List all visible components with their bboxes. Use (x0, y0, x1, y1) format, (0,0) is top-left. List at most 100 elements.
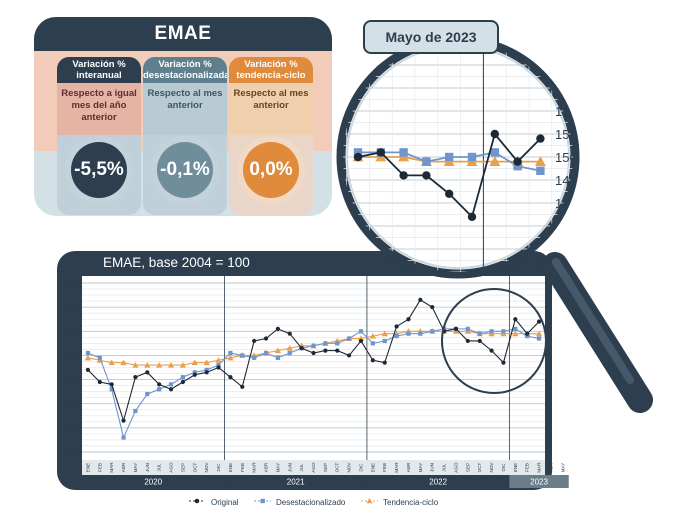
month-tick-label: DIC (358, 463, 363, 472)
chart-title: EMAE, base 2004 = 100 (103, 255, 250, 270)
year-label: 2021 (287, 478, 305, 487)
month-tick-label: JUN (430, 463, 435, 472)
data-point-desestacionalizado (406, 331, 411, 336)
data-point-original (311, 350, 316, 356)
data-point-desestacionalizado (489, 329, 494, 334)
indicator-description: Respecto al mes anterior (229, 83, 313, 135)
data-point-original (287, 331, 292, 336)
data-point-original (477, 338, 482, 344)
month-tick-label: DIC (216, 463, 221, 472)
month-tick-label: FEB (525, 463, 530, 472)
data-point-original (353, 152, 363, 162)
month-tick-label: MAR (252, 462, 257, 473)
month-tick-label: ENE (370, 463, 375, 472)
data-point-original (525, 331, 530, 336)
data-point-tendencia (132, 361, 139, 368)
data-point-tendencia (144, 361, 151, 368)
data-point-original (228, 375, 233, 380)
indicator-head: Variación % interanual (57, 57, 141, 83)
data-point-desestacionalizado (287, 350, 292, 356)
data-point-tendencia (464, 328, 471, 334)
year-bar (224, 475, 367, 488)
data-point-desestacionalizado (145, 391, 150, 397)
data-point-original (394, 324, 399, 329)
data-point-original (358, 338, 364, 344)
data-point-tendencia (286, 345, 293, 351)
data-point-original (240, 384, 245, 389)
month-tick-label: MAR (109, 462, 114, 473)
month-tick-label: OCT (335, 462, 340, 472)
data-point-original (97, 379, 102, 385)
data-point-tendencia (84, 354, 92, 361)
data-point-desestacionalizado (216, 362, 221, 368)
data-point-original (399, 171, 408, 180)
legend-original-marker (194, 498, 200, 504)
card-title: EMAE (34, 17, 332, 51)
month-tick-label: NOV (347, 462, 352, 473)
data-point-original (252, 338, 257, 344)
data-point-original (465, 338, 470, 344)
y-tick-label: 150 (66, 327, 80, 336)
month-tick-label: FEB (382, 463, 387, 472)
data-point-original (216, 365, 221, 370)
year-bar (509, 475, 569, 488)
data-point-tendencia (534, 156, 546, 166)
data-point-desestacionalizado (501, 329, 506, 334)
year-label: 2020 (144, 478, 162, 487)
legend-tendencia-marker (366, 498, 373, 504)
data-point-original (382, 360, 387, 365)
data-point-original (145, 370, 150, 375)
data-point-original (347, 353, 352, 358)
y-tick-label: 170 (66, 279, 80, 288)
data-point-original (109, 382, 114, 387)
data-point-tendencia (167, 361, 175, 368)
data-point-tendencia (191, 359, 198, 366)
month-tick-label: ABR (121, 462, 126, 472)
data-point-tendencia (489, 156, 501, 166)
indicator-description: Respecto al mes anterior (143, 83, 227, 135)
data-point-desestacionalizado (370, 341, 375, 346)
month-tick-label: MAR (394, 462, 399, 473)
month-tick-label: MAY (418, 463, 423, 473)
month-tick-label: SEP (180, 463, 185, 472)
indicator-value: -0,1% (157, 142, 213, 198)
year-label: 2023 (530, 478, 548, 487)
data-point-desestacionalizado (168, 382, 174, 387)
data-point-desestacionalizado (323, 341, 328, 346)
data-point-original (299, 346, 304, 351)
magnifier-group (336, 35, 653, 413)
month-tick-label: AGO (311, 462, 316, 473)
indicator-interanual: Variación % interanual Respecto a igual … (57, 57, 141, 215)
data-point-tendencia (452, 328, 460, 334)
month-tick-label: FEB (97, 463, 102, 472)
month-tick-label: AGO (453, 462, 458, 473)
indicator-description: Respecto a igual mes del año anterior (57, 83, 141, 135)
data-point-desestacionalizado (353, 148, 363, 157)
data-point-desestacionalizado (252, 355, 257, 360)
data-point-desestacionalizado (382, 338, 387, 344)
indicator-value: 0,0% (243, 142, 299, 198)
data-point-tendencia (535, 330, 543, 337)
data-point-original (376, 148, 385, 157)
legend-desestacionalizado-label: Desestacionalizado (276, 498, 346, 507)
data-point-desestacionalizado (85, 350, 91, 356)
data-point-original (501, 360, 506, 365)
data-point-tendencia (215, 357, 222, 363)
month-tick-label: ABR (264, 462, 269, 472)
month-band (82, 460, 545, 475)
data-point-desestacionalizado (399, 148, 408, 157)
main-chart-group: 100 110 120 130 140 150 160 170 2020 ENE FEB MAR ABR… (66, 276, 569, 504)
plot-area (82, 276, 545, 460)
month-tick-label: JUL (442, 463, 447, 472)
data-point-desestacionalizado (513, 162, 522, 171)
data-point-desestacionalizado (430, 329, 435, 334)
indicator-head: Variación % tendencia-ciclo (229, 57, 313, 83)
data-point-original (489, 348, 494, 353)
y-tick-label: 100 (66, 448, 80, 457)
year-label: 2022 (429, 478, 447, 487)
zoom-y-tick-label: 155 (555, 127, 577, 142)
data-point-original (275, 326, 280, 331)
data-point-desestacionalizado (97, 355, 102, 360)
series-line-original (87, 299, 540, 423)
data-point-desestacionalizado (477, 331, 482, 336)
